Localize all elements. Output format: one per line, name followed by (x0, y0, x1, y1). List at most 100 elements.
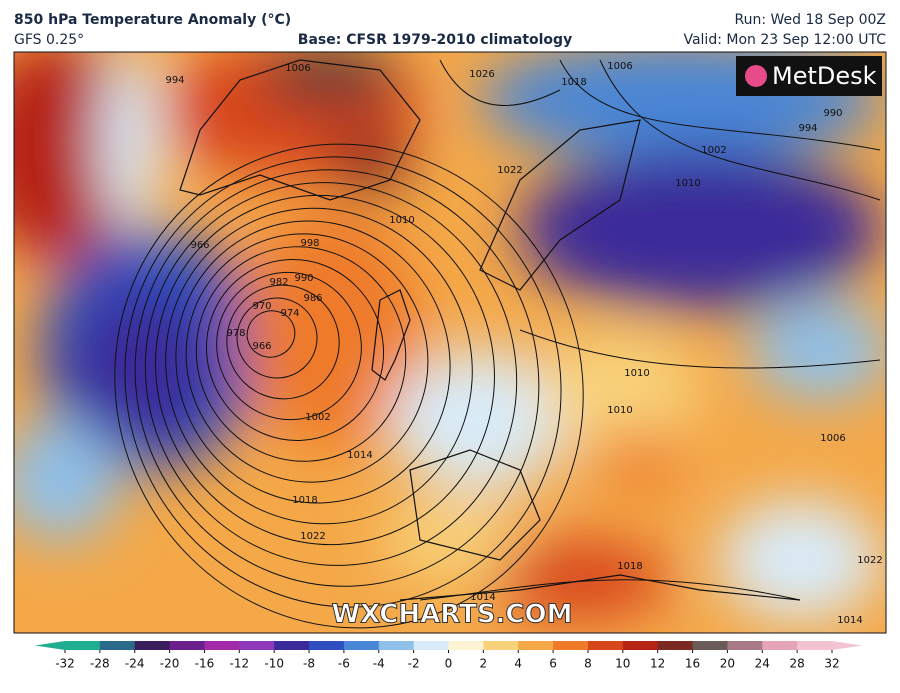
isobar (559, 59, 881, 151)
colorbar-tick-label: 20 (720, 657, 735, 671)
anomaly-field (14, 52, 886, 620)
colorbar-segment (274, 641, 310, 650)
scandinavia (479, 119, 641, 291)
watermark: WXCHARTS.COM (331, 600, 572, 630)
colorbar-tick-label: -10 (264, 657, 284, 671)
colorbar-segment (134, 641, 171, 650)
isobar-label: 1026 (469, 69, 494, 80)
colorbar-tick-label: 12 (650, 657, 665, 671)
colorbar-tick-label: 10 (615, 657, 630, 671)
colorbar-tick-label: -2 (408, 657, 420, 671)
isobar (195, 246, 407, 462)
colorbar-segment (483, 641, 519, 650)
model: GFS 0.25° (14, 32, 84, 48)
isobar (439, 59, 561, 106)
isobar-label: 998 (300, 238, 319, 249)
colorbar-segment (692, 641, 728, 650)
map-frame (13, 51, 887, 634)
isobar (185, 233, 429, 483)
isobar (165, 207, 473, 525)
logo-icon (745, 65, 767, 87)
colorbar-segment (204, 641, 240, 650)
colorbar-tick-label: -24 (125, 657, 145, 671)
isobar (134, 169, 540, 587)
north-africa (399, 574, 801, 601)
isobar-label: 994 (165, 75, 184, 86)
coastlines (179, 59, 801, 601)
isobar-label: 990 (823, 108, 842, 119)
isobar (155, 194, 495, 546)
greenland (179, 59, 421, 201)
isobar (236, 297, 318, 379)
isobar-label: 994 (798, 123, 817, 134)
base: Base: CFSR 1979-2010 climatology (298, 32, 572, 48)
colorbar-segment (378, 641, 415, 650)
isobar-label: 986 (303, 293, 322, 304)
iberia (409, 449, 541, 561)
colorbar-segment (169, 641, 205, 650)
isobar (124, 156, 562, 608)
colorbar-segment (622, 641, 659, 650)
run: Run: Wed 18 Sep 00Z (735, 12, 887, 28)
isobar-label: 1018 (292, 495, 317, 506)
isobar-label: 1002 (305, 412, 330, 423)
colorbar-tick-label: -12 (230, 657, 250, 671)
colorbar-tick-label: -28 (90, 657, 110, 671)
isobar (114, 143, 584, 629)
isobar (205, 259, 385, 441)
colorbar-segment (727, 641, 763, 650)
colorbar-tick-label: -16 (195, 657, 215, 671)
colorbar-tick-label: -32 (55, 657, 75, 671)
colorbar-tick-label: -4 (373, 657, 385, 671)
isobar-label: 978 (226, 328, 245, 339)
isobar (175, 220, 451, 504)
colorbar-tick-label: 0 (445, 657, 453, 671)
isobar-label: 990 (294, 273, 313, 284)
colorbar-tick-label: 6 (549, 657, 557, 671)
map: WXCHARTS.COM MetDesk (14, 52, 886, 633)
isobar-label: 1022 (300, 531, 325, 542)
colorbar-tick-label: -8 (303, 657, 315, 671)
colorbar-segment (239, 641, 275, 650)
isobar-label: 1022 (857, 555, 882, 566)
isobar-label: 1014 (347, 450, 372, 461)
colorbar-segment (762, 641, 798, 650)
colorbar-segment (448, 641, 484, 650)
colorbar-segment (65, 641, 101, 650)
colorbar-tick-label: -6 (338, 657, 350, 671)
isobar-label: 1006 (607, 61, 632, 72)
colorbar-tick-label: 28 (789, 657, 804, 671)
colorbar-tick-label: 2 (480, 657, 488, 671)
isobar (226, 284, 340, 400)
colorbar-tick-label: 16 (685, 657, 700, 671)
isobar-label: 1006 (820, 433, 845, 444)
colorbar-end (832, 641, 862, 650)
colorbar-segment (657, 641, 694, 650)
colorbar-tick-label: 8 (584, 657, 592, 671)
colorbar-segment (587, 641, 624, 650)
colorbar: -32 -28 -24 -20 -16 -12 -10 -8 -6 -4 -2 0 2 4 6 8 10 12 16… (35, 641, 862, 671)
isobar-label: 1022 (497, 165, 522, 176)
isobar-label: 966 (190, 240, 209, 251)
colorbar-end (35, 641, 65, 650)
logo: MetDesk (772, 62, 877, 90)
isobar-label: 1014 (837, 615, 862, 626)
isobar (246, 310, 296, 358)
isobar (216, 271, 362, 421)
isobar-label: 982 (269, 277, 288, 288)
colorbar-tick-label: 24 (755, 657, 770, 671)
isobar-label: 1014 (470, 592, 495, 603)
colorbar-segment (343, 641, 380, 650)
isobar-label: 974 (280, 308, 299, 319)
ireland-uk (371, 289, 411, 381)
colorbar-tick-label: -20 (160, 657, 180, 671)
isobar-label: 1018 (617, 561, 642, 572)
colorbar-segment (518, 641, 554, 650)
isobar (599, 59, 881, 201)
isobar-label: 966 (252, 341, 271, 352)
colorbar-segment (553, 641, 589, 650)
colorbar-segment (309, 641, 345, 650)
isobar (519, 329, 881, 369)
isobar-label: 1010 (389, 215, 414, 226)
isobar-label: 1006 (285, 63, 310, 74)
